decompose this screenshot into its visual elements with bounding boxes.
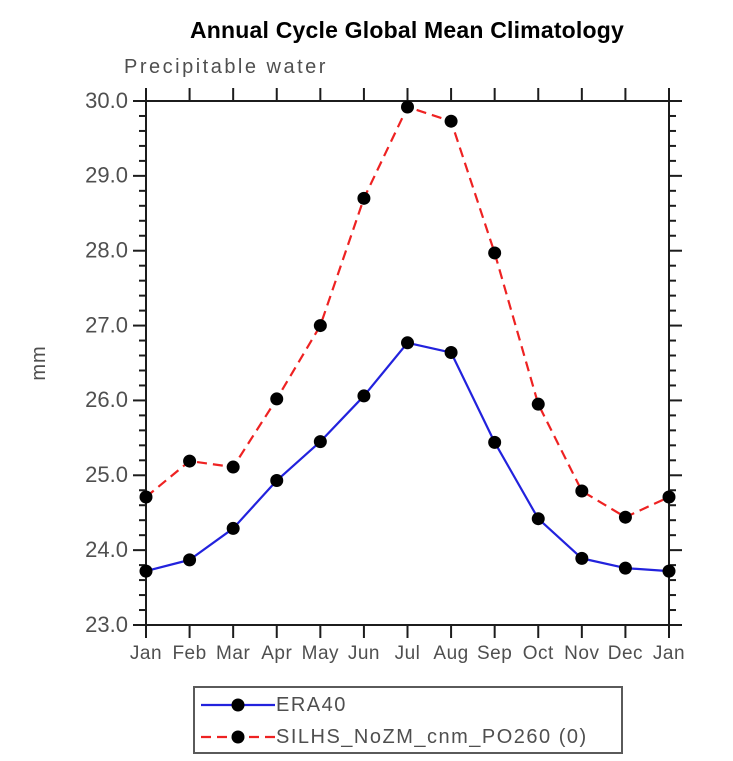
y-axis-label: mm [28, 345, 50, 380]
x-axis-tick-label: Sep [477, 643, 512, 664]
x-axis-tick-label: Apr [261, 643, 292, 664]
silhs-data-point-marker [488, 246, 502, 260]
x-axis-tick-label: Feb [172, 643, 206, 664]
era40-line-sample-icon [201, 698, 275, 712]
era40-data-point-marker [313, 435, 327, 449]
plot-frame [145, 100, 670, 626]
silhs-data-point-marker [662, 490, 676, 504]
y-axis-tick-label: 30.0 [85, 88, 128, 113]
era40-data-point-marker [575, 551, 589, 565]
x-axis-tick-label: May [302, 643, 339, 664]
silhs-data-point-marker [531, 397, 545, 411]
x-axis-tick-label: Dec [608, 643, 643, 664]
era40-data-point-marker [226, 521, 240, 535]
x-axis-tick-label: Aug [433, 643, 468, 664]
y-axis-tick-label: 28.0 [85, 238, 128, 263]
chart-subtitle: Precipitable water [124, 56, 328, 78]
legend-item-silhs: SILHS_NoZM_cnm_PO260 (0) [195, 721, 621, 753]
era40-data-point-marker [444, 346, 458, 360]
era40-data-point-marker [357, 389, 371, 403]
silhs-data-point-marker [183, 454, 197, 468]
x-axis-tick-label: Mar [216, 643, 250, 664]
x-axis-tick-label: Nov [564, 643, 599, 664]
y-axis-tick-label: 24.0 [85, 537, 128, 562]
legend-item-era40: ERA40 [195, 689, 621, 721]
era40-data-point-marker [531, 512, 545, 526]
x-axis-tick-label: Oct [523, 643, 554, 664]
silhs-data-point-marker [575, 484, 589, 498]
y-axis-tick-label: 27.0 [85, 312, 128, 337]
silhs-data-point-marker [401, 100, 414, 114]
x-axis-tick-label: Jan [653, 643, 685, 664]
era40-data-point-marker [401, 336, 414, 350]
era40-data-point-marker [270, 474, 284, 488]
x-axis-tick-label: Jan [130, 643, 162, 664]
silhs-line-sample-icon [201, 730, 275, 744]
silhs-data-point-marker [357, 191, 371, 205]
y-axis-tick-label: 26.0 [85, 387, 128, 412]
silhs-data-point-marker [618, 510, 632, 524]
era40-data-point-marker [139, 564, 153, 578]
x-axis-tick-label: Jul [395, 643, 421, 664]
legend-label-silhs: SILHS_NoZM_cnm_PO260 (0) [276, 725, 588, 748]
silhs-data-point-marker [270, 392, 284, 406]
legend-label-era40: ERA40 [276, 693, 347, 716]
silhs-data-point-marker [139, 490, 153, 504]
y-axis-tick-label: 23.0 [85, 612, 128, 637]
silhs-data-point-marker [444, 114, 458, 128]
era40-data-point-marker [183, 553, 197, 567]
era40-data-point-marker [618, 561, 632, 575]
chart-title: Annual Cycle Global Mean Climatology [189, 17, 625, 43]
legend: ERA40 SILHS_NoZM_cnm_PO260 (0) [193, 686, 623, 754]
silhs-data-point-marker [313, 319, 327, 333]
x-axis-tick-label: Jun [348, 643, 380, 664]
silhs-series-line [145, 105, 670, 519]
y-axis-tick-label: 25.0 [85, 462, 128, 487]
silhs-data-point-marker [226, 460, 240, 474]
era40-series-line [145, 341, 670, 573]
y-axis-tick-label: 29.0 [85, 163, 128, 188]
era40-data-point-marker [662, 564, 676, 578]
era40-data-point-marker [488, 435, 502, 449]
